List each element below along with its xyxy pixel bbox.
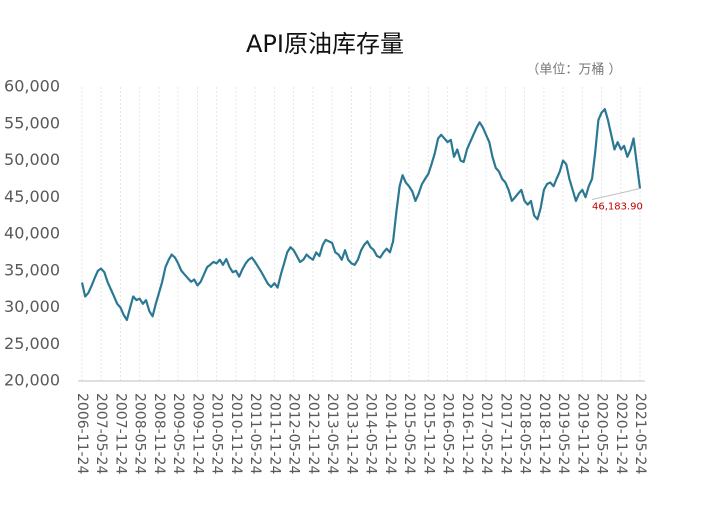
- x-tick-label: 2009-11-24: [189, 393, 205, 474]
- y-tick-label: 40,000: [4, 224, 60, 243]
- x-tick-label: 2017-05-24: [478, 393, 494, 474]
- x-tick-label: 2009-05-24: [170, 393, 186, 474]
- x-tick-label: 2021-05-24: [632, 393, 648, 474]
- unit-label: （单位：万桶 ）: [526, 63, 621, 78]
- x-tick-label: 2007-05-24: [93, 393, 109, 474]
- x-tick-label: 2014-11-24: [382, 393, 398, 474]
- x-tick-label: 2018-11-24: [536, 393, 552, 474]
- y-tick-label: 35,000: [4, 260, 60, 279]
- x-tick-label: 2014-05-24: [363, 393, 379, 474]
- x-tick-label: 2016-05-24: [440, 393, 456, 474]
- x-tick-label: 2013-05-24: [324, 393, 340, 474]
- y-tick-label: 50,000: [4, 150, 60, 169]
- label-leader: [591, 188, 641, 201]
- y-tick-label: 20,000: [4, 371, 60, 390]
- x-tick-label: 2008-11-24: [151, 393, 167, 474]
- x-tick-label: 2010-05-24: [209, 393, 225, 474]
- y-tick-label: 60,000: [4, 77, 60, 96]
- y-tick-label: 25,000: [4, 334, 60, 353]
- x-tick-label: 2010-11-24: [228, 393, 244, 474]
- x-tick-label: 2006-11-24: [74, 393, 90, 474]
- x-tick-label: 2012-11-24: [305, 393, 321, 474]
- x-tick-label: 2019-11-24: [574, 393, 590, 474]
- x-tick-label: 2013-11-24: [343, 393, 359, 474]
- x-tick-label: 2019-05-24: [555, 393, 571, 474]
- x-tick-label: 2018-05-24: [517, 393, 533, 474]
- x-tick-label: 2012-05-24: [286, 393, 302, 474]
- x-tick-label: 2015-11-24: [420, 393, 436, 474]
- x-tick-label: 2011-11-24: [266, 393, 282, 474]
- chart-title: API原油库存量: [246, 30, 404, 58]
- x-tick-label: 2020-11-24: [613, 393, 629, 474]
- x-tick-label: 2015-05-24: [401, 393, 417, 474]
- data-label: 46,183.90: [592, 202, 643, 213]
- y-tick-label: 55,000: [4, 113, 60, 132]
- series-line: [80, 107, 642, 322]
- x-tick-label: 2011-05-24: [247, 393, 263, 474]
- y-tick-label: 30,000: [4, 297, 60, 316]
- y-tick-label: 45,000: [4, 187, 60, 206]
- x-tick-label: 2016-11-24: [459, 393, 475, 474]
- x-tick-label: 2020-05-24: [594, 393, 610, 474]
- x-tick-label: 2007-11-24: [112, 393, 128, 474]
- x-tick-label: 2008-05-24: [132, 393, 148, 474]
- x-tick-label: 2017-11-24: [497, 393, 513, 474]
